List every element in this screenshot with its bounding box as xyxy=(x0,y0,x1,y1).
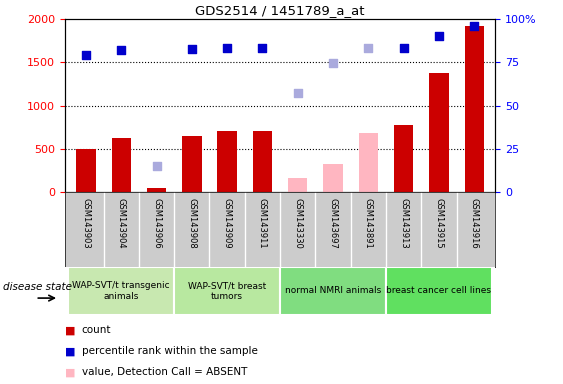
Text: percentile rank within the sample: percentile rank within the sample xyxy=(82,346,257,356)
Text: GSM143697: GSM143697 xyxy=(329,198,338,249)
Point xyxy=(117,47,126,53)
Text: GSM143908: GSM143908 xyxy=(187,198,196,249)
Bar xyxy=(323,164,343,192)
Text: WAP-SVT/t breast
tumors: WAP-SVT/t breast tumors xyxy=(188,281,266,301)
Bar xyxy=(182,136,202,192)
Point xyxy=(364,45,373,51)
Bar xyxy=(288,178,307,192)
Title: GDS2514 / 1451789_a_at: GDS2514 / 1451789_a_at xyxy=(195,3,365,17)
Text: WAP-SVT/t transgenic
animals: WAP-SVT/t transgenic animals xyxy=(73,281,170,301)
Bar xyxy=(429,73,449,192)
Bar xyxy=(253,131,272,192)
Bar xyxy=(394,126,413,192)
Text: GSM143909: GSM143909 xyxy=(222,198,231,248)
Text: GSM143906: GSM143906 xyxy=(152,198,161,249)
Bar xyxy=(147,188,166,192)
Bar xyxy=(68,267,174,315)
Text: GSM143911: GSM143911 xyxy=(258,198,267,248)
Bar xyxy=(111,139,131,192)
Text: GSM143913: GSM143913 xyxy=(399,198,408,249)
Text: value, Detection Call = ABSENT: value, Detection Call = ABSENT xyxy=(82,367,247,377)
Text: disease state: disease state xyxy=(3,282,72,292)
Text: count: count xyxy=(82,325,111,335)
Point xyxy=(329,60,338,66)
Point xyxy=(222,45,231,51)
Text: ■: ■ xyxy=(65,325,75,335)
Point xyxy=(187,46,196,52)
Point xyxy=(435,33,444,40)
Point xyxy=(293,89,302,96)
Bar xyxy=(359,133,378,192)
Bar xyxy=(174,267,280,315)
Point xyxy=(258,45,267,51)
Bar xyxy=(217,131,237,192)
Text: GSM143916: GSM143916 xyxy=(470,198,479,249)
Point xyxy=(399,45,408,51)
Text: GSM143330: GSM143330 xyxy=(293,198,302,249)
Text: GSM143915: GSM143915 xyxy=(435,198,444,248)
Bar xyxy=(280,267,386,315)
Text: GSM143903: GSM143903 xyxy=(82,198,91,249)
Text: ■: ■ xyxy=(65,367,75,377)
Point xyxy=(82,53,91,59)
Point xyxy=(470,23,479,29)
Text: GSM143891: GSM143891 xyxy=(364,198,373,249)
Bar xyxy=(76,149,96,192)
Text: normal NMRI animals: normal NMRI animals xyxy=(285,286,381,295)
Text: breast cancer cell lines: breast cancer cell lines xyxy=(386,286,491,295)
Text: GSM143904: GSM143904 xyxy=(117,198,126,248)
Point xyxy=(152,163,161,169)
Bar xyxy=(464,26,484,192)
Text: ■: ■ xyxy=(65,346,75,356)
Bar xyxy=(386,267,492,315)
